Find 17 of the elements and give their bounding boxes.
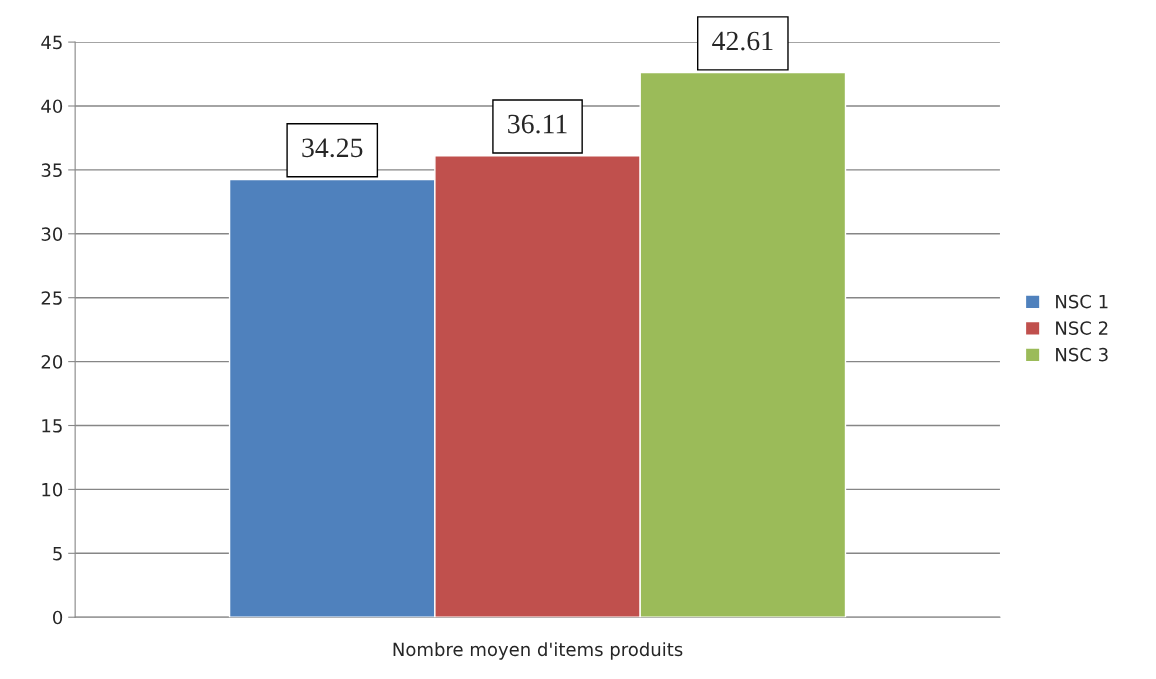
legend-label: NSC 1 xyxy=(1056,294,1108,309)
y-tick-label: 25 xyxy=(41,291,62,305)
y-tick-label: 5 xyxy=(53,547,62,561)
y-tick-label: 10 xyxy=(42,482,63,497)
y-tick-label: 30 xyxy=(41,227,63,241)
data-label: 42.61 xyxy=(712,31,773,51)
legend-label: NSC 3 xyxy=(1056,347,1108,362)
x-tick-label: Nombre moyen d'items produits xyxy=(393,642,683,660)
y-tick-label: 20 xyxy=(41,355,63,369)
data-label: 34.25 xyxy=(302,138,363,158)
y-tick-label: 35 xyxy=(41,163,62,178)
data-label: 36.11 xyxy=(508,114,567,134)
y-tick-label: 15 xyxy=(42,419,62,433)
y-tick-label: 45 xyxy=(41,35,62,50)
legend-label: NSC 2 xyxy=(1056,321,1108,335)
y-tick-label: 40 xyxy=(41,99,63,114)
y-tick-label: 0 xyxy=(53,610,63,625)
